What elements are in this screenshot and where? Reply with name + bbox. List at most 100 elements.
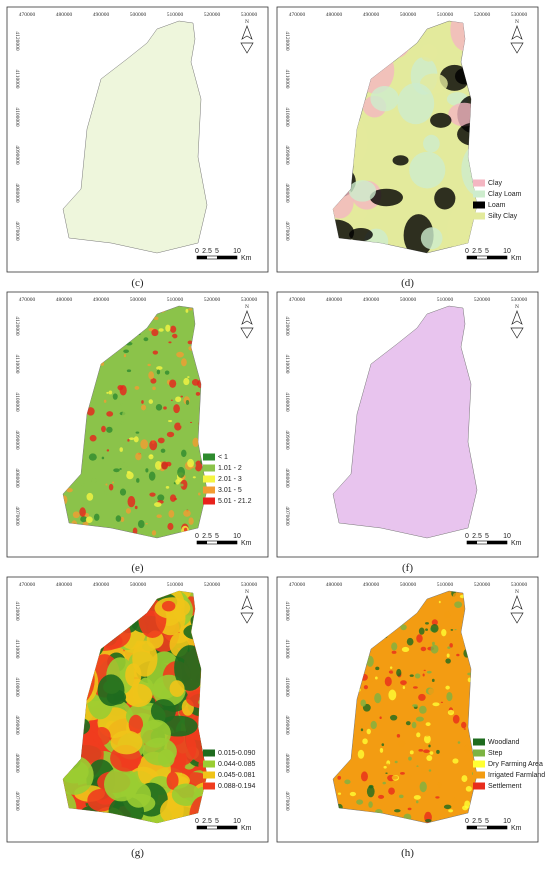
land-patch [88,453,97,461]
legend-label: Clay [488,180,503,187]
x-coordinate: 530000 [511,297,528,303]
land-patch [382,781,386,785]
land-patch [415,800,419,804]
land-patch [409,750,414,755]
land-patch [450,628,454,631]
land-patch [425,622,429,625]
land-patch [147,363,151,367]
scale-unit: Km [511,255,522,262]
land-patch [183,404,187,407]
land-patch [445,658,451,664]
map-panel: 470000 480000 490000 500000 510000 520000 5300… [276,291,539,558]
scale-label: 0 [465,533,469,540]
y-coordinate: 4120000 [284,316,290,336]
land-patch [91,477,97,484]
land-patch [149,454,153,457]
x-coordinate: 480000 [326,12,343,18]
legend-swatch [203,497,215,505]
land-patch [394,809,401,813]
land-patch [174,422,182,431]
land-patch [430,644,439,654]
scale-bar-fill [197,256,207,259]
scale-bar-fill [197,541,207,544]
land-patch [169,494,177,502]
land-patch [166,771,179,790]
land-patch [444,611,451,619]
land-patch [86,407,95,416]
land-patch [420,227,443,250]
y-coordinate: 4120000 [14,601,20,621]
land-patch [127,439,130,442]
land-patch [422,673,425,677]
x-coordinate: 480000 [56,12,73,18]
legend-swatch [473,179,485,187]
land-patch [165,485,170,489]
land-patch [157,749,175,768]
x-coordinate: 490000 [93,582,110,588]
y-coordinate: 4110000 [284,354,290,373]
land-patch [370,86,399,112]
land-patch [101,456,105,460]
land-patch [441,629,447,637]
land-patch [381,743,385,747]
land-patch [400,771,405,775]
legend-label: 0.045-0.081 [218,772,255,779]
land-patch [132,527,138,535]
scale-bar-fill [487,826,507,829]
land-patch [363,685,369,690]
land-patch [123,349,129,353]
land-patch [347,794,350,799]
land-patch [185,399,190,405]
land-patch [428,744,431,748]
land-patch [418,627,425,635]
legend-label: < 1 [218,454,228,461]
land-patch [369,188,403,207]
land-patch [126,470,131,474]
land-patch [187,458,195,468]
land-patch [187,340,193,345]
land-patch [385,763,391,769]
x-coordinate: 480000 [326,297,343,303]
land-patch [388,787,395,795]
legend-swatch [473,782,485,790]
land-patch [192,437,199,447]
land-patch [443,804,452,810]
land-patch [149,492,156,497]
land-patch [374,676,378,680]
land-patch [423,731,431,737]
land-patch [180,479,188,490]
land-patch [135,431,140,434]
land-patch [187,376,190,378]
land-patch [106,426,113,433]
land-patch [356,799,364,805]
legend-label: Woodland [488,739,520,746]
scale-label: 10 [503,248,511,255]
scale-bar-fill [467,256,477,259]
land-patch [141,400,144,404]
land-patch [407,807,412,811]
land-patch [169,379,177,388]
land-patch [378,794,385,799]
land-patch [119,467,122,470]
land-patch [418,749,424,752]
land-patch [401,646,410,653]
land-patch [423,734,431,744]
x-coordinate: 490000 [363,582,380,588]
x-coordinate: 500000 [130,582,147,588]
land-patch [407,775,412,778]
land-patch [463,728,466,730]
land-patch [160,448,166,453]
land-patch [416,765,419,767]
y-coordinate: 4070000 [284,791,290,811]
north-arrow [510,310,524,339]
land-patch [104,490,110,495]
north-label: N [515,589,519,595]
land-patch [145,468,149,473]
scale-label: 0 [195,248,199,255]
x-coordinate: 470000 [289,297,306,303]
legend-swatch [203,486,215,494]
land-patch [66,487,73,493]
scale-label: 0 [465,248,469,255]
land-patch [400,680,407,686]
scale-label: 5 [485,533,489,540]
